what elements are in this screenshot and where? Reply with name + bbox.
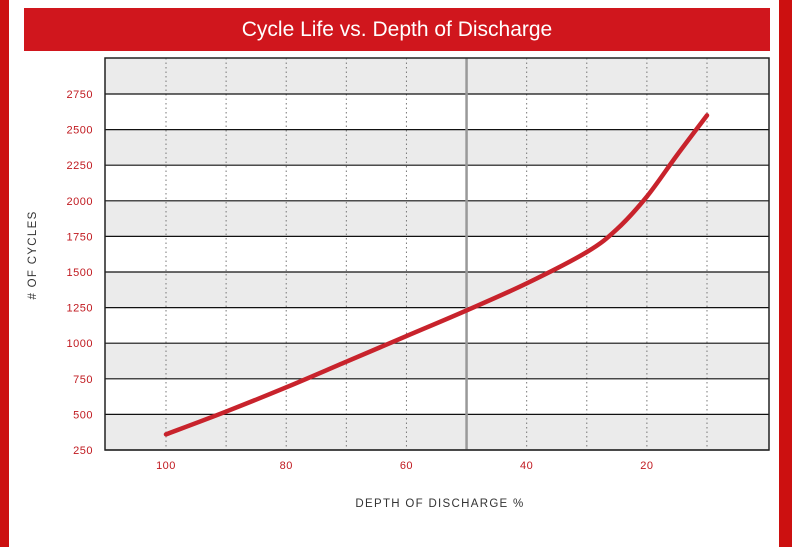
plot-band xyxy=(105,129,769,166)
y-tick-label: 2750 xyxy=(67,89,93,101)
plot-border xyxy=(104,57,770,451)
y-tick-label: 1250 xyxy=(67,303,93,315)
x-tick-label: 40 xyxy=(520,460,533,472)
y-tick-label: 2000 xyxy=(67,196,93,208)
cycle-life-line xyxy=(163,113,710,437)
x-tick-label: 60 xyxy=(400,460,413,472)
y-tick-label: 1750 xyxy=(67,231,93,243)
y-tick-label: 500 xyxy=(73,409,93,421)
y-tick-label: 2500 xyxy=(67,125,93,137)
chart-title: Cycle Life vs. Depth of Discharge xyxy=(241,17,553,41)
chart-title-bar: Cycle Life vs. Depth of Discharge xyxy=(24,8,770,51)
y-tick-label: 1000 xyxy=(67,338,93,350)
plot-band xyxy=(105,272,769,308)
y-tick-label: 1500 xyxy=(67,267,93,279)
plot-band xyxy=(105,200,769,237)
y-tick-label: 250 xyxy=(73,445,93,457)
plot-area xyxy=(105,58,769,450)
plot-band xyxy=(105,414,769,450)
x-tick-label: 80 xyxy=(280,460,293,472)
y-tick-label: 2250 xyxy=(67,160,93,172)
plot-band xyxy=(105,343,769,379)
x-tick-label: 20 xyxy=(640,460,653,472)
x-axis-title: DEPTH OF DISCHARGE % xyxy=(355,498,524,510)
plot-band xyxy=(105,58,769,94)
x-tick-label: 100 xyxy=(156,460,176,472)
y-tick-label: 750 xyxy=(73,374,93,386)
y-axis-title: # OF CYCLES xyxy=(27,210,39,299)
